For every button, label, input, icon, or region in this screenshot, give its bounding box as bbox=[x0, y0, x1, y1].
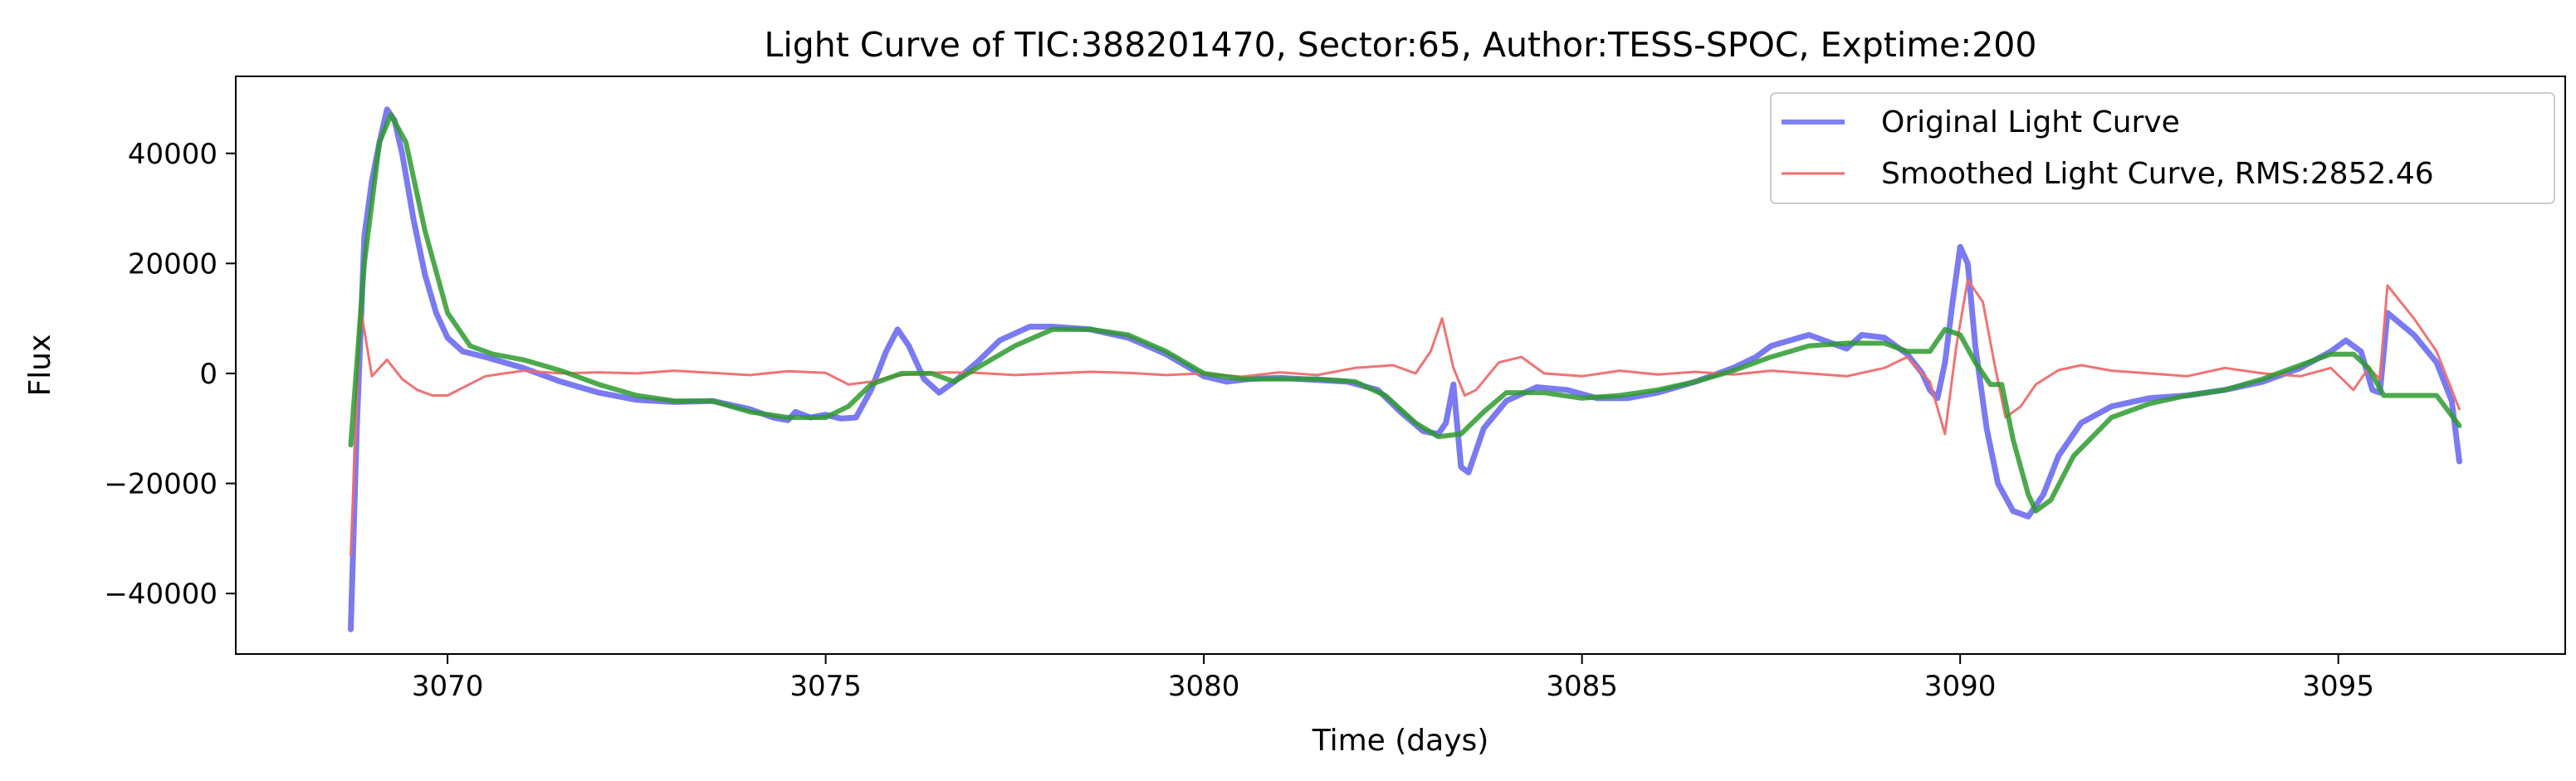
x-axis-label: Time (days) bbox=[1312, 724, 1489, 758]
y-tick-label: −20000 bbox=[104, 468, 218, 501]
y-tick-label: 40000 bbox=[128, 138, 218, 171]
series-layer bbox=[348, 106, 2462, 632]
legend: Original Light Curve Smoothed Light Curv… bbox=[1770, 92, 2555, 204]
series-line-smoothed bbox=[349, 278, 2461, 557]
legend-box bbox=[1770, 92, 2555, 204]
series-line-trend bbox=[348, 112, 2462, 514]
plot-frame bbox=[235, 76, 2566, 655]
x-tick-label: 3090 bbox=[1924, 670, 1997, 703]
x-tick-label: 3075 bbox=[789, 670, 862, 703]
legend-label-smoothed: Smoothed Light Curve, RMS:2852.46 bbox=[1881, 157, 2434, 191]
x-tick-label: 3085 bbox=[1546, 670, 1618, 703]
y-tick-label: 20000 bbox=[128, 247, 218, 281]
x-tick-label: 3080 bbox=[1168, 670, 1240, 703]
x-axis: 3070 3075 3080 3085 3090 3095 bbox=[412, 654, 2374, 703]
y-axis-label: Flux bbox=[23, 334, 57, 397]
y-tick-label: 0 bbox=[199, 358, 218, 391]
y-tick-label: −40000 bbox=[104, 578, 218, 611]
x-tick-label: 3095 bbox=[2302, 670, 2374, 703]
chart-title: Light Curve of TIC:388201470, Sector:65,… bbox=[765, 25, 2037, 65]
y-axis: −40000 −20000 0 20000 40000 bbox=[104, 138, 236, 611]
x-tick-label: 3070 bbox=[412, 670, 484, 703]
legend-label-original: Original Light Curve bbox=[1881, 105, 2180, 139]
